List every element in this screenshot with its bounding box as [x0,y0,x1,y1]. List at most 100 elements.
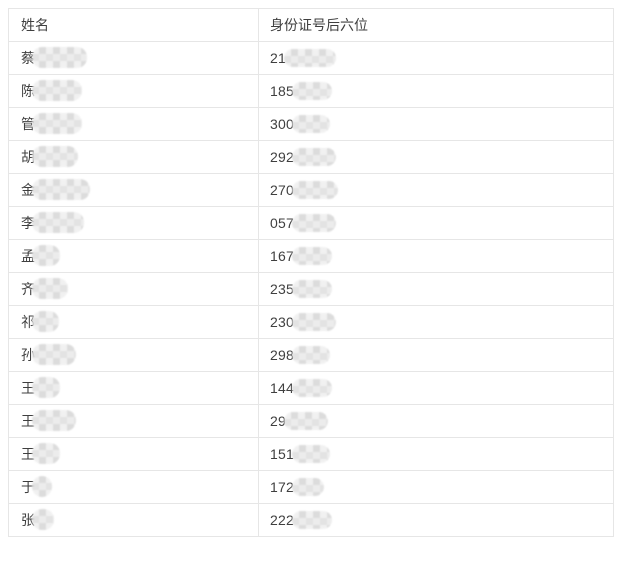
id-prefix-text: 298 [270,347,294,364]
id-redaction-mask [283,411,328,430]
name-text: 张 [21,512,36,528]
name-text: 金 [21,182,36,198]
id-redaction-mask [283,48,336,67]
name-cell: 管 [8,107,259,141]
table-row: 齐 235 [8,272,614,306]
id-redaction-mask [291,180,338,199]
name-redaction-mask [32,377,61,398]
name-cell: 王 [8,371,259,405]
name-redaction-mask [32,278,69,299]
id-prefix-text: 151 [270,446,294,463]
name-cell: 齐 [8,272,259,306]
table-row: 管 300 [8,107,614,141]
name-text: 王 [21,446,36,462]
id-prefix-text: 185 [270,83,294,100]
id-prefix-text: 222 [270,512,294,529]
column-header-name: 姓名 [8,8,259,42]
id-prefix-text: 300 [270,116,294,133]
name-cell: 王 [8,404,259,438]
page: 姓名 身份证号后六位 蔡 21 陈 185 管 300 胡 [8,8,614,537]
table-row: 蔡 21 [8,41,614,75]
name-cell: 祁 [8,305,259,339]
table-body: 蔡 21 陈 185 管 300 胡 292 金 270 [8,41,614,537]
id-cell: 151 [258,437,614,471]
id-cell: 21 [258,41,614,75]
id-redaction-mask [291,444,330,463]
id-prefix-text: 172 [270,479,294,496]
table-row: 陈 185 [8,74,614,108]
id-cell: 300 [258,107,614,141]
name-cell: 金 [8,173,259,207]
name-redaction-mask [32,212,85,233]
name-text: 陈 [21,83,36,99]
name-text: 王 [21,413,36,429]
id-cell: 230 [258,305,614,339]
id-redaction-mask [291,378,332,397]
name-text: 胡 [21,149,36,165]
header-row: 姓名 身份证号后六位 [8,8,614,42]
id-redaction-mask [291,345,330,364]
table-row: 于 172 [8,470,614,504]
name-redaction-mask [32,476,53,497]
name-cell: 胡 [8,140,259,174]
id-cell: 167 [258,239,614,273]
table-row: 孟 167 [8,239,614,273]
column-header-id: 身份证号后六位 [258,8,614,42]
name-text: 齐 [21,281,36,297]
name-text: 管 [21,116,36,132]
id-redaction-mask [291,477,324,496]
id-prefix-text: 230 [270,314,294,331]
name-redaction-mask [32,344,77,365]
id-cell: 144 [258,371,614,405]
id-redaction-mask [291,81,332,100]
name-text: 李 [21,215,36,231]
id-cell: 270 [258,173,614,207]
name-cell: 张 [8,503,259,537]
table-row: 金 270 [8,173,614,207]
table-row: 王 29 [8,404,614,438]
id-prefix-text: 29 [270,413,286,430]
name-text: 于 [21,479,36,495]
name-redaction-mask [32,146,79,167]
table-row: 王 144 [8,371,614,405]
name-text: 孙 [21,347,36,363]
id-redaction-mask [291,312,336,331]
id-prefix-text: 167 [270,248,294,265]
id-prefix-text: 292 [270,149,294,166]
id-prefix-text: 21 [270,50,286,67]
id-prefix-text: 270 [270,182,294,199]
id-redaction-mask [291,510,332,529]
name-text: 王 [21,380,36,396]
name-cell: 蔡 [8,41,259,75]
id-cell: 29 [258,404,614,438]
id-redaction-mask [291,114,330,133]
name-cell: 孙 [8,338,259,372]
name-text: 祁 [21,314,36,330]
id-cell: 185 [258,74,614,108]
name-cell: 陈 [8,74,259,108]
name-cell: 李 [8,206,259,240]
id-redaction-mask [291,213,336,232]
name-redaction-mask [32,245,61,266]
name-redaction-mask [32,113,83,134]
name-redaction-mask [32,311,60,332]
table-row: 王 151 [8,437,614,471]
name-redaction-mask [32,410,77,431]
id-redaction-mask [291,147,336,166]
id-prefix-text: 235 [270,281,294,298]
name-redaction-mask [32,47,88,68]
id-cell: 172 [258,470,614,504]
table-row: 祁 230 [8,305,614,339]
id-table: 姓名 身份证号后六位 蔡 21 陈 185 管 300 胡 [8,8,614,537]
table-row: 胡 292 [8,140,614,174]
table-row: 张 222 [8,503,614,537]
id-cell: 222 [258,503,614,537]
id-redaction-mask [291,246,332,265]
id-prefix-text: 144 [270,380,294,397]
id-cell: 292 [258,140,614,174]
name-cell: 于 [8,470,259,504]
name-redaction-mask [32,179,91,200]
table-row: 李 057 [8,206,614,240]
id-cell: 057 [258,206,614,240]
name-cell: 王 [8,437,259,471]
